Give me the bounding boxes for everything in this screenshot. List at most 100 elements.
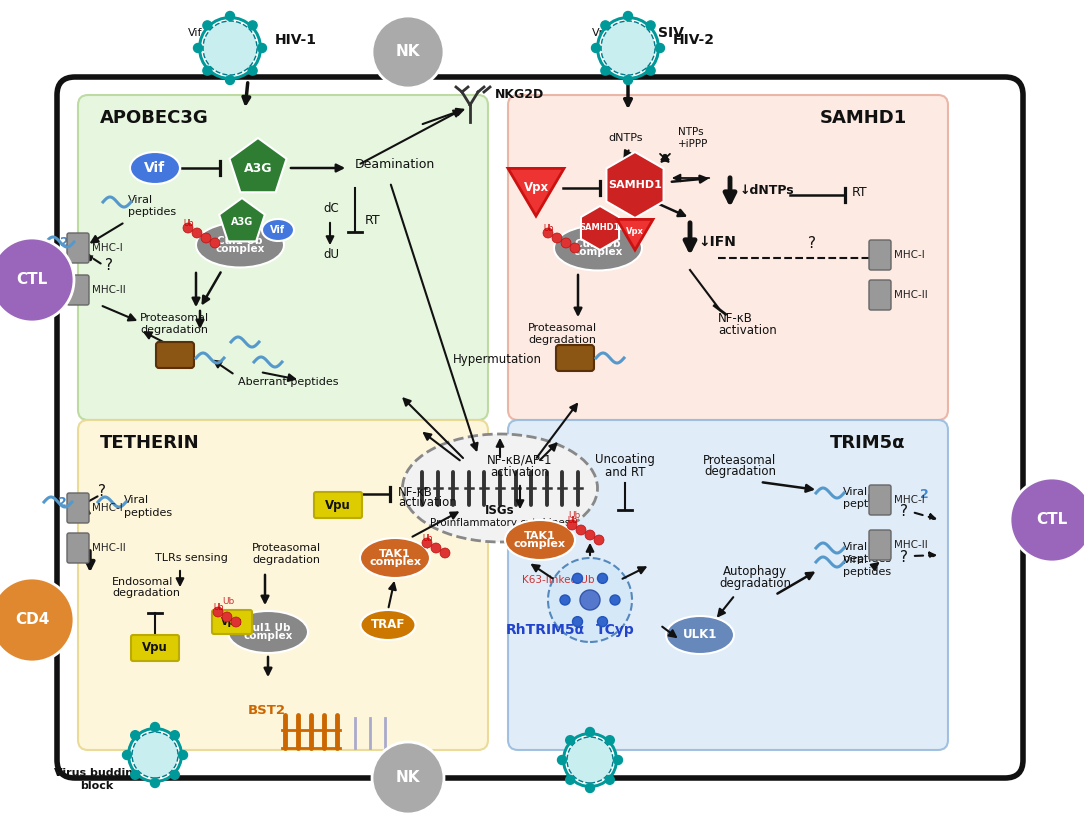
Circle shape <box>646 66 655 75</box>
Polygon shape <box>230 138 286 192</box>
Text: A3G: A3G <box>244 161 272 174</box>
Circle shape <box>431 543 441 553</box>
Text: ADCC: ADCC <box>378 771 422 785</box>
Ellipse shape <box>666 616 734 654</box>
Text: dC: dC <box>323 202 338 215</box>
Text: Virus budding: Virus budding <box>53 768 141 778</box>
Text: Proteasomal: Proteasomal <box>140 313 209 323</box>
Text: ?: ? <box>900 505 908 519</box>
Text: Viral: Viral <box>843 555 868 565</box>
Text: ULK1: ULK1 <box>683 628 718 641</box>
Text: SAMHD1: SAMHD1 <box>820 109 907 127</box>
Text: peptides: peptides <box>128 207 176 217</box>
Circle shape <box>572 617 582 627</box>
Circle shape <box>610 595 620 605</box>
Text: peptides: peptides <box>843 499 891 509</box>
Circle shape <box>422 538 433 548</box>
Text: ISGs: ISGs <box>486 504 515 517</box>
Circle shape <box>372 742 444 814</box>
Circle shape <box>194 43 203 52</box>
Circle shape <box>592 43 601 52</box>
Text: Cul1 Ub: Cul1 Ub <box>245 623 291 633</box>
Text: Viral: Viral <box>128 195 153 205</box>
Text: SAMHD1: SAMHD1 <box>580 224 620 233</box>
Circle shape <box>203 21 257 75</box>
Text: HIV-2: HIV-2 <box>673 33 715 47</box>
Text: ?: ? <box>808 237 816 252</box>
Circle shape <box>222 612 232 622</box>
Text: Proteasomal: Proteasomal <box>528 323 597 333</box>
Circle shape <box>127 727 183 783</box>
Text: degradation: degradation <box>719 576 791 589</box>
Text: complex: complex <box>216 244 264 254</box>
Text: MHC-I: MHC-I <box>894 495 925 505</box>
Text: Ub: Ub <box>222 597 234 606</box>
Circle shape <box>192 228 202 238</box>
FancyBboxPatch shape <box>869 530 891 560</box>
Circle shape <box>567 737 612 783</box>
Text: MHC-II: MHC-II <box>92 285 126 295</box>
Ellipse shape <box>196 222 284 268</box>
Polygon shape <box>219 198 264 242</box>
Text: TAK1: TAK1 <box>525 531 556 541</box>
FancyBboxPatch shape <box>131 635 179 661</box>
Polygon shape <box>581 206 619 250</box>
Circle shape <box>605 736 615 745</box>
Text: Ub: Ub <box>568 510 580 519</box>
Text: Vpu: Vpu <box>142 641 168 654</box>
Text: Vpu: Vpu <box>221 617 243 627</box>
Text: BECN1: BECN1 <box>685 638 715 647</box>
Text: Ub: Ub <box>184 219 194 228</box>
Text: 2: 2 <box>59 496 67 509</box>
Circle shape <box>576 525 586 535</box>
Circle shape <box>440 548 450 558</box>
Circle shape <box>596 16 660 80</box>
Text: complex: complex <box>243 631 293 641</box>
Circle shape <box>566 736 575 745</box>
Text: MHC-I: MHC-I <box>92 503 122 513</box>
Text: Aberrant peptides: Aberrant peptides <box>238 377 338 387</box>
Text: ↓IFN: ↓IFN <box>698 235 736 249</box>
Circle shape <box>597 617 607 627</box>
Text: CD4: CD4 <box>15 612 49 628</box>
Circle shape <box>601 66 610 75</box>
Circle shape <box>601 21 655 75</box>
Text: CTL: CTL <box>1036 513 1068 527</box>
Circle shape <box>549 558 632 642</box>
Circle shape <box>594 535 604 545</box>
Ellipse shape <box>361 610 415 640</box>
Circle shape <box>131 731 140 740</box>
Text: ↓dNTPs: ↓dNTPs <box>740 183 795 196</box>
Text: Cul1 Ub: Cul1 Ub <box>576 239 621 249</box>
Text: NTPs
+iPPP: NTPs +iPPP <box>678 127 708 149</box>
Circle shape <box>179 751 188 759</box>
Text: degradation: degradation <box>528 335 596 345</box>
Text: Vif: Vif <box>144 161 166 175</box>
Circle shape <box>130 730 180 780</box>
Text: HIV-1: HIV-1 <box>275 33 317 47</box>
Text: TRIM5α: TRIM5α <box>830 434 905 452</box>
Circle shape <box>170 731 179 740</box>
Text: CTL: CTL <box>16 273 48 287</box>
Circle shape <box>562 732 618 788</box>
Text: 2: 2 <box>920 488 929 501</box>
Circle shape <box>552 233 562 243</box>
Circle shape <box>623 76 632 85</box>
Circle shape <box>201 19 259 77</box>
Text: NK: NK <box>396 45 421 59</box>
Text: TAK1: TAK1 <box>379 549 411 559</box>
FancyBboxPatch shape <box>314 492 362 518</box>
Circle shape <box>597 573 607 584</box>
Text: MHC-I: MHC-I <box>894 250 925 260</box>
Circle shape <box>585 784 594 793</box>
Text: dNTPs: dNTPs <box>608 133 643 143</box>
FancyBboxPatch shape <box>156 342 194 368</box>
Circle shape <box>258 43 267 52</box>
Polygon shape <box>508 168 564 216</box>
Circle shape <box>248 21 257 30</box>
Text: ?: ? <box>900 550 908 566</box>
Text: Hypermutation: Hypermutation <box>453 353 542 366</box>
Ellipse shape <box>130 152 180 184</box>
Ellipse shape <box>402 434 597 542</box>
Circle shape <box>131 770 140 779</box>
